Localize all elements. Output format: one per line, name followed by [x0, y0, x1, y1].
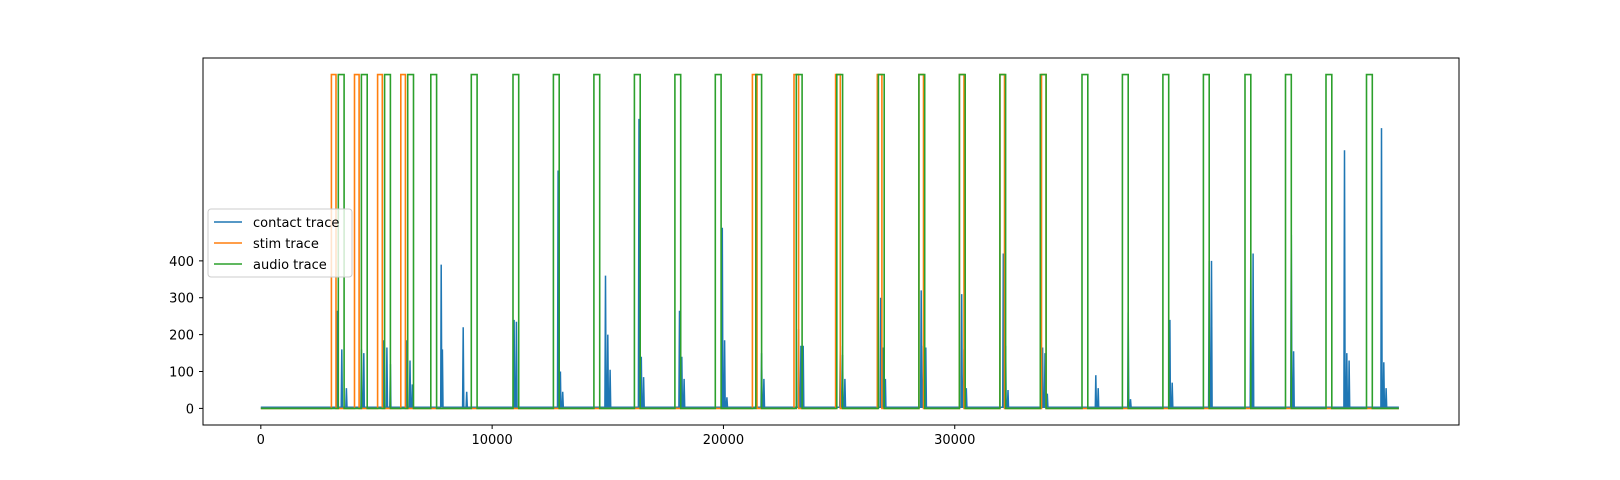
y-tick-label: 400	[169, 255, 194, 270]
y-tick-label: 300	[169, 292, 194, 307]
series-line-contact-trace	[260, 118, 1399, 409]
legend-frame	[207, 208, 353, 278]
series-layer	[260, 73, 1399, 410]
x-tick-label: 20000	[703, 433, 744, 448]
y-tick-label: 0	[186, 402, 194, 417]
y-tick-label: 100	[169, 366, 194, 381]
series-line-audio-trace	[260, 73, 1399, 410]
x-tick-label: 10000	[471, 433, 512, 448]
y-tick-label: 200	[169, 329, 194, 344]
legend-label-audio: audio trace	[253, 258, 327, 273]
legend-label-contact: contact trace	[253, 216, 339, 231]
x-axis: 0 10000 20000 30000	[257, 425, 975, 448]
legend: contact trace stim trace audio trace	[207, 208, 353, 278]
legend-label-stim: stim trace	[253, 237, 319, 252]
x-tick-label: 30000	[934, 433, 975, 448]
y-axis: 0 100 200 300 400	[169, 255, 203, 417]
x-tick-label: 0	[257, 433, 265, 448]
plot-area-frame	[202, 57, 1460, 426]
